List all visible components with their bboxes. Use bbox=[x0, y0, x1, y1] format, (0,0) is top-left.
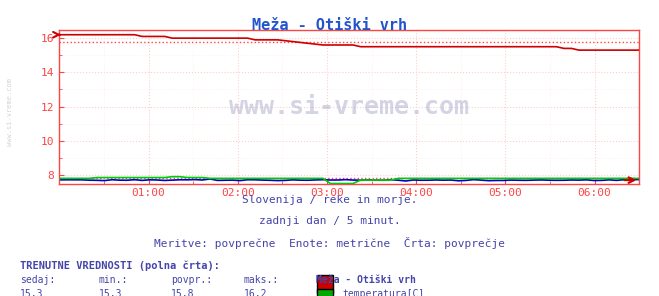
Text: 15,8: 15,8 bbox=[171, 289, 195, 296]
Text: Meža - Otiški vrh: Meža - Otiški vrh bbox=[252, 18, 407, 33]
Text: 16,2: 16,2 bbox=[244, 289, 268, 296]
Text: www.si-vreme.com: www.si-vreme.com bbox=[7, 78, 13, 147]
Text: Slovenija / reke in morje.: Slovenija / reke in morje. bbox=[242, 195, 417, 205]
Text: temperatura[C]: temperatura[C] bbox=[343, 289, 425, 296]
Text: TRENUTNE VREDNOSTI (polna črta):: TRENUTNE VREDNOSTI (polna črta): bbox=[20, 260, 219, 271]
Text: 15,3: 15,3 bbox=[20, 289, 43, 296]
Text: maks.:: maks.: bbox=[244, 275, 279, 285]
Text: Meža - Otiški vrh: Meža - Otiški vrh bbox=[316, 275, 416, 285]
Text: sedaj:: sedaj: bbox=[20, 275, 55, 285]
Text: zadnji dan / 5 minut.: zadnji dan / 5 minut. bbox=[258, 216, 401, 226]
Text: min.:: min.: bbox=[99, 275, 129, 285]
Text: www.si-vreme.com: www.si-vreme.com bbox=[229, 94, 469, 119]
Text: Meritve: povprečne  Enote: metrične  Črta: povprečje: Meritve: povprečne Enote: metrične Črta:… bbox=[154, 237, 505, 249]
Text: 15,3: 15,3 bbox=[99, 289, 123, 296]
Text: povpr.:: povpr.: bbox=[171, 275, 212, 285]
